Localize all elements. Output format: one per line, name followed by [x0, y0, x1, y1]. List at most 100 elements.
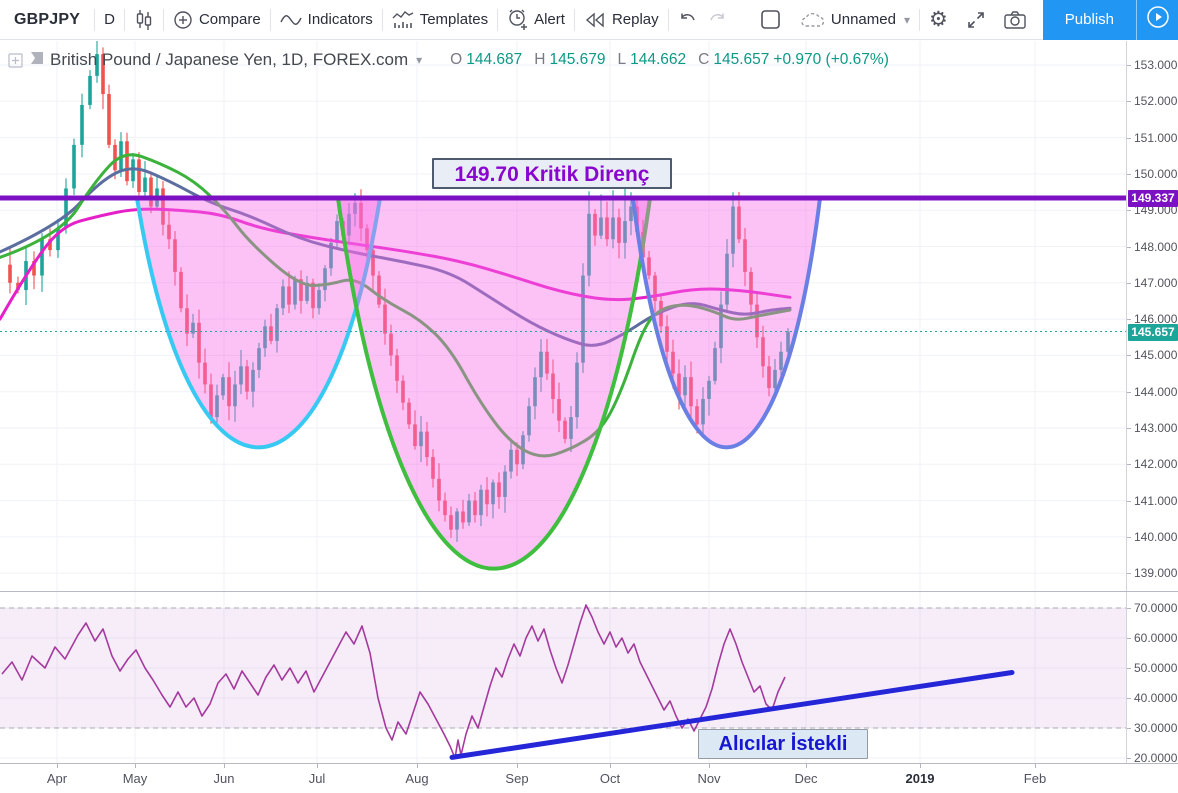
save-layout-button[interactable]: Unnamed ▾ [790, 0, 919, 40]
time-label: Aug [405, 771, 429, 786]
compare-plus-icon [173, 10, 193, 30]
price-pane[interactable] [0, 41, 1126, 591]
pane-separator[interactable] [0, 591, 1178, 592]
cup-pattern-fill-3[interactable] [633, 197, 820, 448]
indicators-button[interactable]: Indicators [271, 0, 382, 40]
rsi-line[interactable] [1, 604, 786, 759]
axis-tick-label: 151.000 [1126, 130, 1178, 145]
price-axis[interactable]: 153.000 152.000 151.000 150.000 149.000 148.0… [1126, 41, 1178, 765]
time-tick-mark [709, 764, 710, 768]
interval-button[interactable]: D [104, 11, 115, 28]
undo-icon [678, 13, 698, 27]
publish-idea-play-button[interactable] [1136, 0, 1178, 40]
time-tick-mark [224, 764, 225, 768]
templates-icon [392, 10, 414, 29]
axis-tick-label: 140.000 [1126, 529, 1178, 544]
time-tick-mark [920, 764, 921, 768]
axis-tick-label: 147.000 [1126, 275, 1178, 290]
rsi-trendline[interactable] [449, 670, 1015, 760]
axis-tick-label: 148.000 [1126, 239, 1178, 254]
settings-button[interactable]: ⚙ [920, 0, 957, 40]
time-tick-mark [57, 764, 58, 768]
time-tick-mark [1035, 764, 1036, 768]
time-tick-mark [610, 764, 611, 768]
separator [94, 8, 96, 31]
cup-pattern-outline-3[interactable] [631, 197, 822, 450]
axis-tick-label: 139.000 [1126, 566, 1178, 581]
close-value: 145.657 [713, 51, 770, 68]
replay-button[interactable]: Replay [575, 0, 668, 40]
last-price-badge: 145.657 [1128, 323, 1178, 341]
axis-tick-label: 50.0000 [1126, 661, 1178, 675]
open-value: 144.687 [466, 51, 523, 68]
templates-button[interactable]: Templates [383, 0, 497, 40]
axis-tick-label: 143.000 [1126, 421, 1178, 435]
low-label: L [617, 51, 627, 68]
cup-pattern-fill-1[interactable] [137, 197, 380, 448]
redo-button[interactable] [707, 0, 736, 40]
cloud-icon [799, 11, 825, 28]
alert-label: Alert [534, 11, 565, 28]
undo-button[interactable] [669, 0, 707, 40]
axis-tick-label: 141.000 [1126, 493, 1178, 508]
chart-area: British Pound / Japanese Yen, 1D, FOREX.… [0, 41, 1178, 793]
layout-button[interactable] [751, 0, 790, 40]
time-label: Dec [794, 771, 818, 786]
cup-pattern-fill-2[interactable] [338, 197, 650, 569]
cup-pattern-outline-1[interactable] [135, 197, 382, 450]
templates-label: Templates [419, 11, 489, 28]
rsi-band [0, 608, 1126, 728]
ma-slate[interactable] [0, 167, 792, 347]
cup-pattern-outline-2[interactable] [336, 197, 652, 571]
symbol-button[interactable]: GBPJPY [14, 10, 81, 28]
publish-button[interactable]: Publish [1042, 0, 1136, 40]
time-label: Sep [505, 771, 529, 786]
axis-tick-label: 150.000 [1126, 166, 1178, 181]
time-label: Oct [599, 771, 621, 786]
fullscreen-button[interactable] [957, 0, 995, 40]
axis-tick-label: 153.000 [1126, 58, 1178, 72]
time-tick-mark [417, 764, 418, 768]
separator [381, 8, 383, 31]
ohlc-values: O 144.687 H 145.679 L 144.662 C 145.657 … [442, 51, 889, 69]
separator [269, 8, 271, 31]
time-tick-mark [135, 764, 136, 768]
ma-green[interactable] [0, 153, 792, 458]
resistance-annotation[interactable]: 149.70 Kritik Direnç [432, 158, 672, 189]
top-toolbar: GBPJPY D Compare Indicators [0, 0, 1178, 40]
add-symbol-icon[interactable] [8, 52, 23, 68]
alert-button[interactable]: Alert [498, 0, 574, 40]
separator [123, 8, 125, 31]
rsi-pane[interactable] [0, 592, 1126, 763]
flag-icon[interactable] [29, 50, 44, 70]
candles [8, 41, 790, 542]
legend-chevron-icon[interactable]: ▾ [416, 53, 423, 67]
layout-square-icon [760, 9, 781, 30]
axis-tick-label: 144.000 [1126, 384, 1178, 399]
separator [573, 8, 575, 31]
symbol-legend: British Pound / Japanese Yen, 1D, FOREX.… [8, 50, 889, 70]
open-label: O [450, 51, 463, 68]
buyers-annotation[interactable]: Alıcılar İstekli [698, 729, 868, 759]
axis-tick-label: 152.000 [1126, 94, 1178, 109]
time-tick-mark [317, 764, 318, 768]
ma-magenta[interactable] [0, 207, 792, 321]
resistance-price-badge: 149.337 [1128, 189, 1178, 207]
chevron-down-icon: ▾ [903, 12, 910, 27]
close-label: C [698, 51, 710, 68]
high-label: H [534, 51, 546, 68]
alert-clock-icon [507, 9, 528, 30]
chart-style-button[interactable] [125, 0, 163, 40]
high-value: 145.679 [549, 51, 606, 68]
snapshot-button[interactable] [995, 0, 1035, 40]
time-axis[interactable]: Apr May Jun Jul Aug Sep Oct Nov Dec 2019 Feb [0, 763, 1178, 793]
time-label: Apr [46, 771, 68, 786]
layout-name-label: Unnamed [830, 11, 896, 28]
axis-tick-label: 145.000 [1126, 348, 1178, 363]
compare-button[interactable]: Compare [164, 0, 270, 40]
axis-tick-label: 70.0000 [1126, 601, 1178, 615]
time-label: May [122, 771, 148, 786]
fullscreen-icon [966, 10, 986, 30]
candlestick-style-icon [134, 9, 154, 31]
symbol-title[interactable]: British Pound / Japanese Yen, 1D, FOREX.… [50, 50, 409, 69]
